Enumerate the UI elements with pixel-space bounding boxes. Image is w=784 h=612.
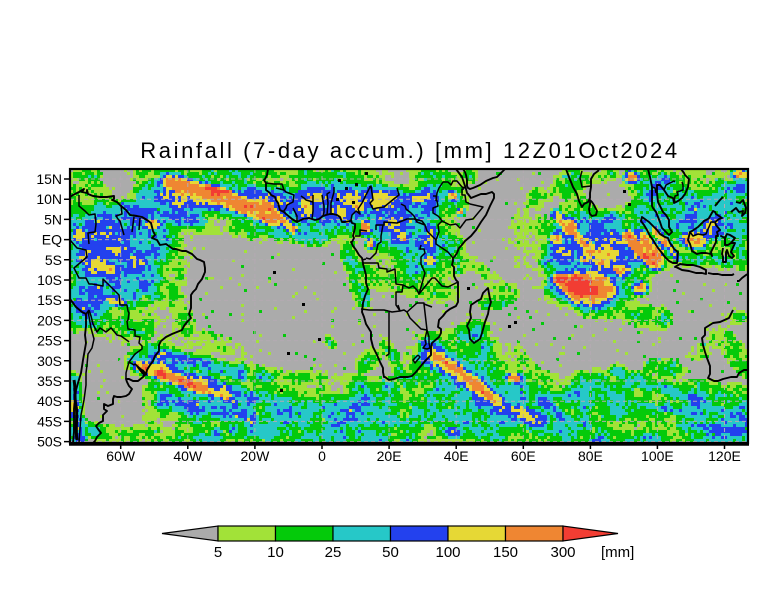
svg-text:15N: 15N (36, 171, 62, 187)
svg-text:15S: 15S (37, 292, 62, 308)
svg-text:5S: 5S (45, 252, 62, 268)
svg-text:30S: 30S (37, 353, 62, 369)
svg-text:10: 10 (267, 544, 284, 561)
svg-text:60E: 60E (511, 448, 536, 464)
svg-text:60W: 60W (106, 448, 136, 464)
svg-text:10S: 10S (37, 272, 62, 288)
svg-text:45S: 45S (37, 413, 62, 429)
svg-text:25: 25 (325, 544, 342, 561)
svg-text:20W: 20W (241, 448, 271, 464)
svg-text:35S: 35S (37, 373, 62, 389)
svg-text:25S: 25S (37, 333, 62, 349)
svg-text:150: 150 (493, 544, 518, 561)
svg-text:20S: 20S (37, 312, 62, 328)
svg-text:40W: 40W (173, 448, 203, 464)
svg-text:100: 100 (435, 544, 460, 561)
svg-text:300: 300 (550, 544, 575, 561)
svg-text:120E: 120E (708, 448, 741, 464)
svg-text:Rainfall (7-day accum.) [mm] 1: Rainfall (7-day accum.) [mm] 12Z01Oct202… (140, 138, 679, 163)
svg-text:50: 50 (382, 544, 399, 561)
svg-text:0: 0 (318, 448, 326, 464)
svg-text:80E: 80E (578, 448, 603, 464)
svg-text:100E: 100E (641, 448, 674, 464)
svg-text:20E: 20E (377, 448, 402, 464)
svg-text:50S: 50S (37, 434, 62, 450)
svg-text:EQ: EQ (42, 232, 62, 248)
svg-text:5N: 5N (44, 211, 62, 227)
svg-text:40E: 40E (444, 448, 469, 464)
svg-text:[mm]: [mm] (601, 544, 634, 561)
svg-text:10N: 10N (36, 191, 62, 207)
svg-text:40S: 40S (37, 393, 62, 409)
svg-text:5: 5 (214, 544, 222, 561)
